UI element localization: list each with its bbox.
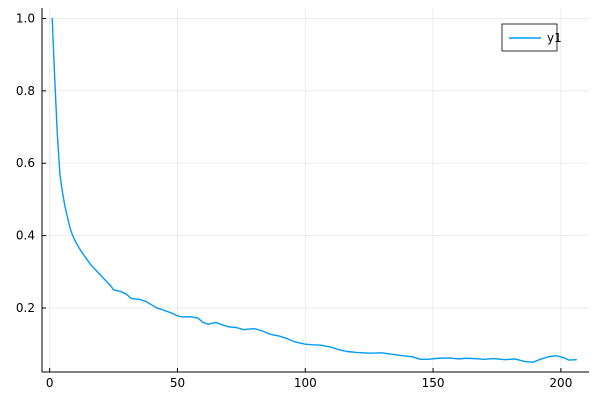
y-tick-label: 0.2 (16, 301, 35, 315)
grid-layer (42, 8, 589, 372)
series-line-y1 (51, 17, 577, 363)
axis-layer: 0 50 100 150 200 0.2 0.4 0.6 0.8 1.0 (16, 8, 589, 390)
series-layer (51, 17, 577, 363)
legend-label: y1 (547, 31, 562, 45)
x-tick-label: 0 (46, 376, 54, 390)
y-tick-label: 0.4 (16, 229, 35, 243)
x-tick-label: 100 (294, 376, 317, 390)
x-tick-label: 200 (549, 376, 572, 390)
y-tick-label: 1.0 (16, 11, 35, 25)
y-tick-label: 0.6 (16, 156, 35, 170)
x-tick-label: 150 (422, 376, 445, 390)
y-tick-label: 0.8 (16, 84, 35, 98)
legend: y1 (501, 23, 562, 52)
x-tick-label: 50 (170, 376, 185, 390)
